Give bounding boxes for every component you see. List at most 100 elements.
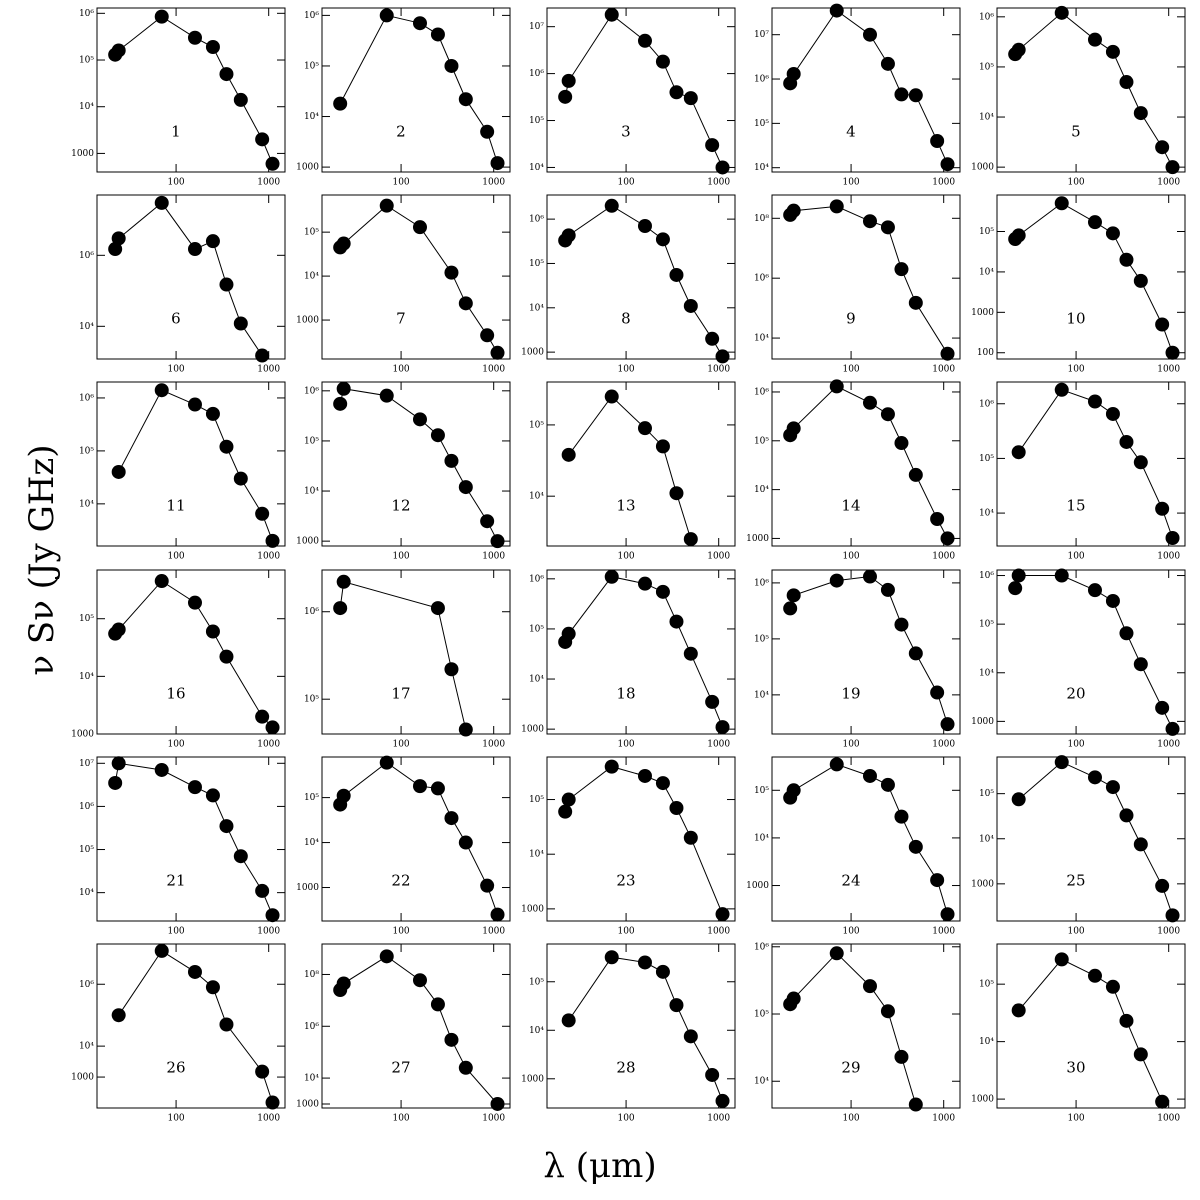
data-point xyxy=(111,756,126,771)
y-tick-label: 10⁷ xyxy=(529,22,544,32)
x-tick-label: 100 xyxy=(617,1114,634,1124)
data-point xyxy=(219,439,234,454)
data-point xyxy=(430,601,445,616)
x-tick-label: 1000 xyxy=(932,740,955,750)
plot-frame xyxy=(546,569,736,735)
data-point xyxy=(187,397,202,412)
y-tick-label: 10⁴ xyxy=(979,668,994,678)
sed-line xyxy=(568,956,723,1102)
plot-frame xyxy=(996,194,1186,360)
data-point xyxy=(412,779,427,794)
plot-frame xyxy=(546,381,736,547)
y-tick-label: 10⁴ xyxy=(979,1037,994,1047)
data-point xyxy=(1119,434,1134,449)
y-tick-label: 10⁵ xyxy=(529,116,544,126)
data-point xyxy=(1165,721,1180,736)
data-point xyxy=(1087,32,1102,47)
panel-number: 5 xyxy=(1071,123,1081,141)
data-point xyxy=(829,379,844,394)
data-point xyxy=(829,946,844,961)
sed-line xyxy=(789,763,948,915)
x-tick-label: 100 xyxy=(842,178,859,188)
data-point xyxy=(786,66,801,81)
sed-line xyxy=(114,580,273,728)
panel-number: 27 xyxy=(391,1059,410,1077)
data-point xyxy=(205,40,220,55)
plot-frame xyxy=(321,381,511,547)
data-point xyxy=(379,755,394,770)
y-tick-label: 10⁵ xyxy=(979,980,994,990)
data-point xyxy=(255,348,270,363)
data-point xyxy=(336,976,351,991)
x-tick-label: 1000 xyxy=(932,552,955,562)
data-point xyxy=(219,277,234,292)
data-point xyxy=(604,7,619,22)
y-tick-label: 10⁴ xyxy=(529,303,544,313)
data-point xyxy=(637,768,652,783)
data-point xyxy=(1133,273,1148,288)
plot-frame xyxy=(96,569,286,735)
data-point xyxy=(862,214,877,229)
data-point xyxy=(1054,5,1069,20)
data-point xyxy=(187,780,202,795)
data-point xyxy=(1105,979,1120,994)
data-point xyxy=(880,582,895,597)
data-point xyxy=(205,234,220,249)
y-tick-label: 1000 xyxy=(971,879,994,889)
data-point xyxy=(829,3,844,18)
plot-frame xyxy=(771,943,961,1109)
data-point xyxy=(715,907,730,922)
data-point xyxy=(444,811,459,826)
y-tick-label: 10⁷ xyxy=(79,759,94,769)
data-point xyxy=(1133,837,1148,852)
data-point xyxy=(669,998,684,1013)
y-tick-label: 1000 xyxy=(71,730,94,740)
data-point xyxy=(655,584,670,599)
plot-frame xyxy=(996,569,1186,735)
data-point xyxy=(908,1097,923,1112)
data-point xyxy=(187,242,202,257)
plot-frame xyxy=(321,569,511,735)
data-point xyxy=(862,768,877,783)
y-tick-label: 10⁴ xyxy=(529,1026,544,1036)
data-point xyxy=(786,991,801,1006)
sed-line xyxy=(564,576,723,728)
plot-frame xyxy=(321,7,511,173)
plot-frame xyxy=(96,381,286,547)
data-point xyxy=(705,331,720,346)
y-tick-label: 1000 xyxy=(296,883,319,893)
data-point xyxy=(1054,568,1069,583)
data-point xyxy=(1165,531,1180,546)
x-tick-label: 1000 xyxy=(707,740,730,750)
data-point xyxy=(940,907,955,922)
y-tick-label: 1000 xyxy=(746,534,769,544)
sed-line xyxy=(114,202,263,356)
data-point xyxy=(669,267,684,282)
data-point xyxy=(219,649,234,664)
data-point xyxy=(1105,226,1120,241)
data-point xyxy=(1119,808,1134,823)
data-point xyxy=(1165,345,1180,360)
y-tick-label: 10⁵ xyxy=(529,259,544,269)
y-tick-label: 10⁴ xyxy=(979,267,994,277)
data-point xyxy=(480,878,495,893)
data-point xyxy=(430,997,445,1012)
y-tick-label: 10⁴ xyxy=(529,675,544,685)
plot-frame xyxy=(771,7,961,173)
x-tick-label: 100 xyxy=(842,1114,859,1124)
y-tick-label: 10⁵ xyxy=(754,634,769,644)
plot-frame xyxy=(321,943,511,1109)
y-tick-label: 10⁵ xyxy=(304,436,319,446)
data-point xyxy=(669,85,684,100)
panel-number: 1 xyxy=(171,123,181,141)
y-tick-label: 10⁴ xyxy=(304,1074,319,1084)
y-tick-label: 10⁵ xyxy=(979,789,994,799)
data-point xyxy=(458,92,473,107)
x-tick-label: 100 xyxy=(617,178,634,188)
x-tick-label: 1000 xyxy=(257,178,280,188)
plot-frame xyxy=(996,381,1186,547)
x-tick-label: 1000 xyxy=(707,927,730,937)
data-point xyxy=(1008,581,1023,596)
data-point xyxy=(908,88,923,103)
data-point xyxy=(108,775,123,790)
